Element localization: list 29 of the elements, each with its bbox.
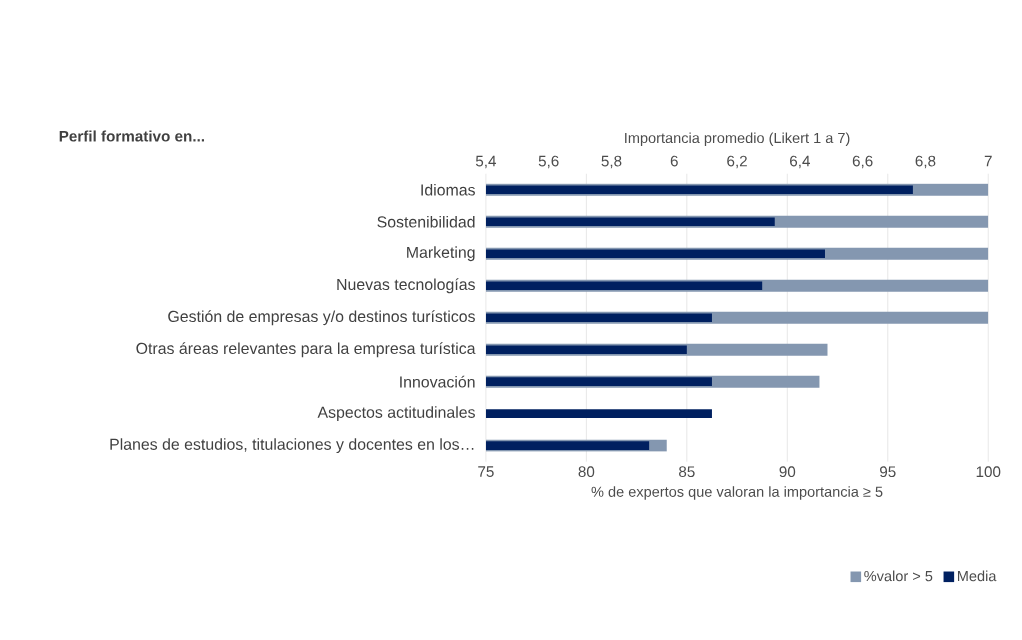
y-tick-label: Innovación	[400, 375, 475, 388]
x-tick-label: 85	[679, 466, 695, 477]
legend-label: %valor > 5	[864, 570, 933, 582]
y-tick-label: Sostenibilidad	[377, 215, 475, 228]
y-tick-label: Otras áreas relevantes para la empresa turística	[136, 342, 476, 358]
x-axis-title: % de expertos que valoran la importancia ≥ 5	[591, 486, 883, 500]
x2-tick-label: 6	[670, 155, 678, 167]
y-tick-label: Aspectos actitudinales	[317, 406, 475, 421]
y-tick-label: Gestión de empresas y/o destinos turísticos	[168, 310, 475, 326]
x-tick-label: 80	[578, 466, 595, 477]
x2-tick-label: 5,6	[538, 155, 559, 169]
x2-tick-label: 6,8	[915, 155, 936, 169]
x-tick-label: 75	[478, 466, 494, 477]
x2-tick-label: 6,6	[852, 155, 873, 169]
x-tick-label: 100	[976, 466, 1001, 477]
x2-tick-label: 5,4	[475, 155, 497, 169]
x2-tick-label: 7	[984, 155, 992, 167]
x2-tick-label: 5,8	[601, 155, 622, 169]
x2-axis-title: Importancia promedio (Likert 1 a 7)	[625, 132, 850, 146]
y-tick-label: Marketing	[407, 246, 475, 261]
y-tick-label: Nuevas tecnologías	[337, 278, 475, 294]
x-tick-label: 90	[779, 466, 796, 477]
x2-tick-label: 6,4	[790, 155, 810, 169]
text: Perfil formativo en...	[59, 130, 204, 142]
y-tick-label: Idiomas	[421, 183, 475, 196]
x2-tick-label: 6,2	[727, 155, 747, 169]
y-tick-label: Planes de estudios, titulaciones y docentes en los…	[110, 438, 474, 453]
legend-label: Media	[957, 570, 997, 582]
x-tick-label: 95	[880, 466, 896, 477]
